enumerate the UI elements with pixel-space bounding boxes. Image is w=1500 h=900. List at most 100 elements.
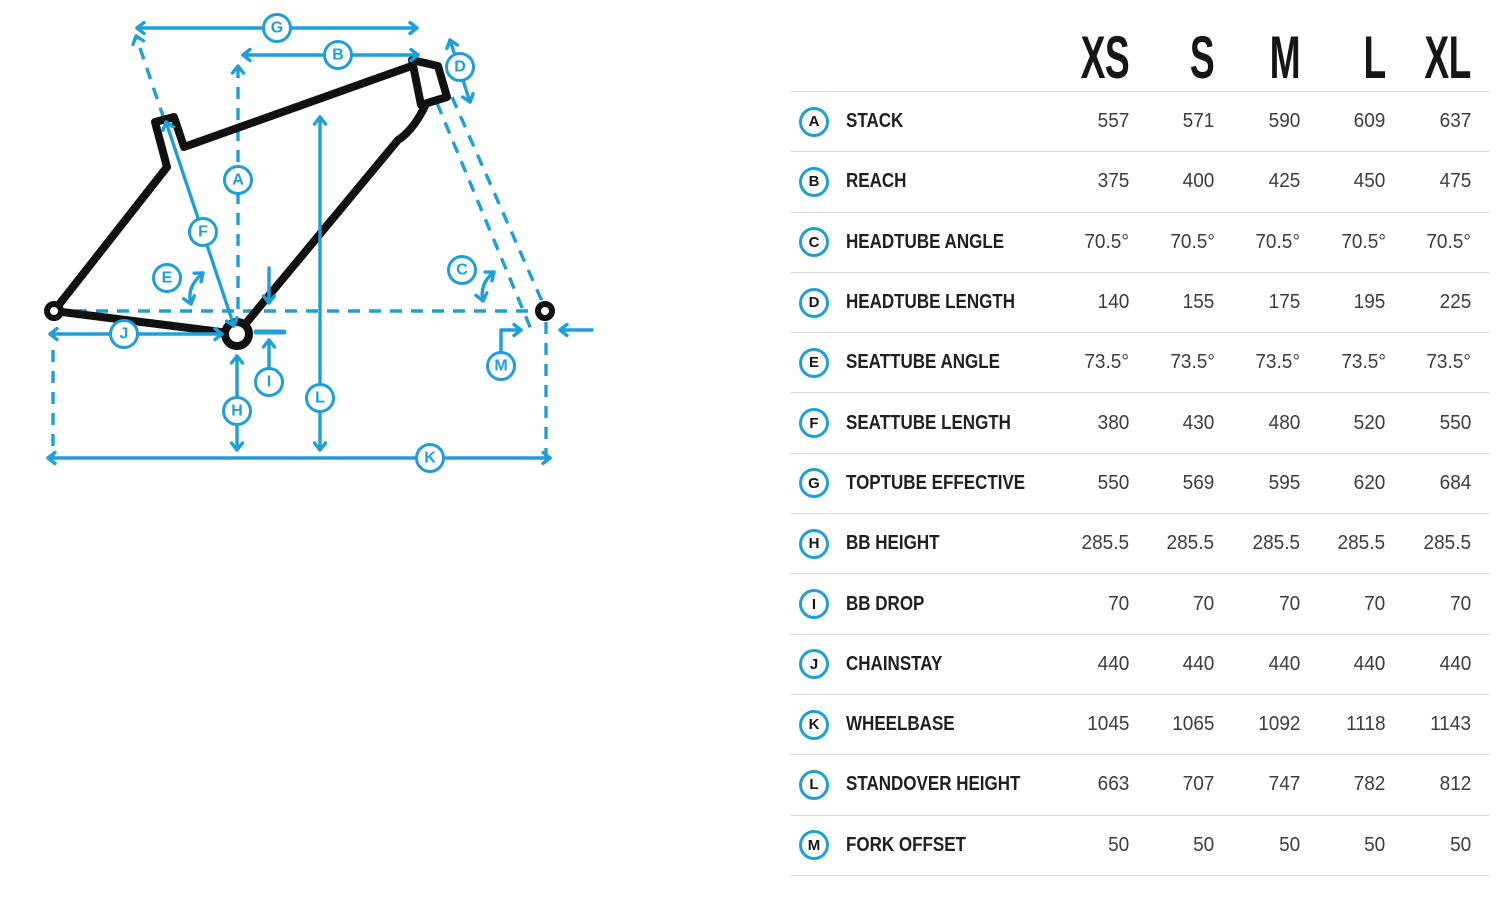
table-row: K WHEELBASE 1045 1065 1092 1118 1143 bbox=[790, 693, 1490, 754]
row-letter: E bbox=[808, 354, 819, 372]
row-value-l: 450 bbox=[1353, 170, 1386, 193]
row-value-l: 520 bbox=[1353, 411, 1386, 434]
row-value-m: 1092 bbox=[1257, 713, 1300, 736]
row-value-s: 70 bbox=[1193, 592, 1215, 615]
row-letter: C bbox=[808, 233, 820, 251]
row-value-l: 195 bbox=[1353, 291, 1386, 314]
row-value-m: 70.5° bbox=[1255, 230, 1300, 253]
row-value-xl: 812 bbox=[1439, 773, 1471, 796]
row-letter-badge: G bbox=[799, 468, 829, 499]
size-header-s: S bbox=[1190, 24, 1215, 91]
table-row: H BB HEIGHT 285.5 285.5 285.5 285.5 285.… bbox=[790, 513, 1490, 573]
svg-text:B: B bbox=[332, 47, 344, 64]
row-value-l: 1118 bbox=[1346, 713, 1386, 736]
table-row: D HEADTUBE LENGTH 140 155 175 195 225 bbox=[790, 271, 1490, 332]
row-value-xl: 550 bbox=[1439, 411, 1471, 434]
svg-text:L: L bbox=[315, 390, 325, 407]
row-value-m: 425 bbox=[1268, 170, 1300, 193]
badge-g: G bbox=[262, 13, 292, 43]
row-letter-badge: C bbox=[799, 227, 829, 258]
badge-d: D bbox=[445, 52, 475, 82]
row-value-s: 707 bbox=[1182, 773, 1215, 796]
row-value-m: 595 bbox=[1268, 471, 1300, 494]
svg-text:G: G bbox=[271, 20, 283, 37]
row-label: STACK bbox=[846, 110, 904, 133]
row-letter-badge: L bbox=[799, 769, 829, 800]
svg-text:J: J bbox=[120, 326, 129, 343]
row-value-xs: 50 bbox=[1107, 833, 1129, 856]
row-value-xs: 440 bbox=[1097, 652, 1129, 675]
row-value-m: 70 bbox=[1278, 592, 1300, 615]
steering-axis-b bbox=[450, 96, 547, 309]
row-value-xl: 50 bbox=[1449, 833, 1471, 856]
row-letter: A bbox=[808, 113, 820, 131]
svg-text:A: A bbox=[232, 172, 244, 189]
table-row: C HEADTUBE ANGLE 70.5° 70.5° 70.5° 70.5°… bbox=[790, 211, 1490, 272]
row-value-m: 440 bbox=[1268, 652, 1300, 675]
row-letter-badge: B bbox=[799, 166, 829, 197]
table-row: B REACH 375 400 425 450 475 bbox=[790, 151, 1490, 211]
svg-text:K: K bbox=[424, 450, 436, 467]
row-value-s: 430 bbox=[1182, 411, 1215, 434]
e-angle-arc bbox=[182, 271, 205, 306]
row-letter: D bbox=[808, 294, 820, 312]
badge-j: J bbox=[109, 319, 139, 349]
row-value-m: 50 bbox=[1278, 833, 1300, 856]
chainstay bbox=[50, 307, 241, 338]
row-value-xs: 375 bbox=[1097, 170, 1129, 193]
badge-l: L bbox=[305, 383, 335, 413]
row-letter-badge: H bbox=[799, 528, 829, 559]
row-label: TOPTUBE EFFECTIVE bbox=[846, 471, 1026, 494]
row-value-xs: 663 bbox=[1097, 773, 1129, 796]
row-label: SEATTUBE LENGTH bbox=[846, 411, 1011, 434]
row-value-xl: 285.5 bbox=[1423, 532, 1471, 555]
svg-text:E: E bbox=[162, 270, 173, 287]
row-letter: B bbox=[808, 173, 820, 191]
row-letter-badge: J bbox=[799, 649, 829, 680]
row-letter-badge: A bbox=[799, 106, 829, 137]
row-value-s: 155 bbox=[1182, 291, 1215, 314]
row-value-s: 569 bbox=[1182, 471, 1215, 494]
row-value-l: 440 bbox=[1353, 652, 1386, 675]
row-value-s: 70.5° bbox=[1169, 230, 1215, 253]
size-header-m: M bbox=[1269, 24, 1301, 91]
table-row: I BB DROP 70 70 70 70 70 bbox=[790, 573, 1490, 633]
row-value-xl: 225 bbox=[1439, 291, 1471, 314]
row-value-xl: 475 bbox=[1439, 170, 1471, 193]
table-row: L STANDOVER HEIGHT 663 707 747 782 812 bbox=[790, 754, 1490, 814]
row-value-m: 73.5° bbox=[1255, 351, 1300, 374]
badge-c: C bbox=[447, 255, 477, 285]
row-value-xs: 557 bbox=[1097, 110, 1129, 133]
frame-geometry-diagram: G B D A F E C J I H L M K bbox=[44, 13, 594, 473]
size-header-xl: XL bbox=[1424, 24, 1472, 91]
row-label: CHAINSTAY bbox=[846, 652, 943, 675]
row-letter: H bbox=[808, 535, 820, 553]
row-label: FORK OFFSET bbox=[846, 833, 966, 856]
row-letter-badge: F bbox=[799, 408, 829, 439]
geometry-rows: A STACK 557 571 590 609 637 B REACH 375 … bbox=[790, 91, 1490, 876]
row-value-xs: 285.5 bbox=[1081, 532, 1129, 555]
row-value-s: 571 bbox=[1182, 110, 1215, 133]
bike-frame bbox=[44, 56, 555, 350]
badge-i: I bbox=[254, 367, 284, 397]
row-letter: L bbox=[809, 776, 819, 794]
badge-h: H bbox=[222, 396, 252, 426]
row-value-xl: 70 bbox=[1449, 592, 1471, 615]
row-label: SEATTUBE ANGLE bbox=[846, 351, 1000, 374]
row-value-l: 782 bbox=[1353, 773, 1386, 796]
badge-b: B bbox=[323, 40, 353, 70]
row-value-xs: 380 bbox=[1097, 411, 1129, 434]
rear-dropout bbox=[44, 301, 64, 321]
svg-text:C: C bbox=[456, 262, 468, 279]
row-value-xl: 637 bbox=[1439, 110, 1471, 133]
row-letter-badge: I bbox=[799, 589, 829, 620]
row-value-s: 400 bbox=[1182, 170, 1215, 193]
table-row: M FORK OFFSET 50 50 50 50 50 bbox=[790, 814, 1490, 875]
row-value-m: 747 bbox=[1268, 773, 1300, 796]
row-value-l: 70.5° bbox=[1340, 230, 1386, 253]
c-angle-arc bbox=[474, 270, 496, 303]
svg-text:H: H bbox=[231, 403, 243, 420]
row-letter: J bbox=[809, 655, 819, 673]
row-letter: I bbox=[811, 595, 817, 613]
